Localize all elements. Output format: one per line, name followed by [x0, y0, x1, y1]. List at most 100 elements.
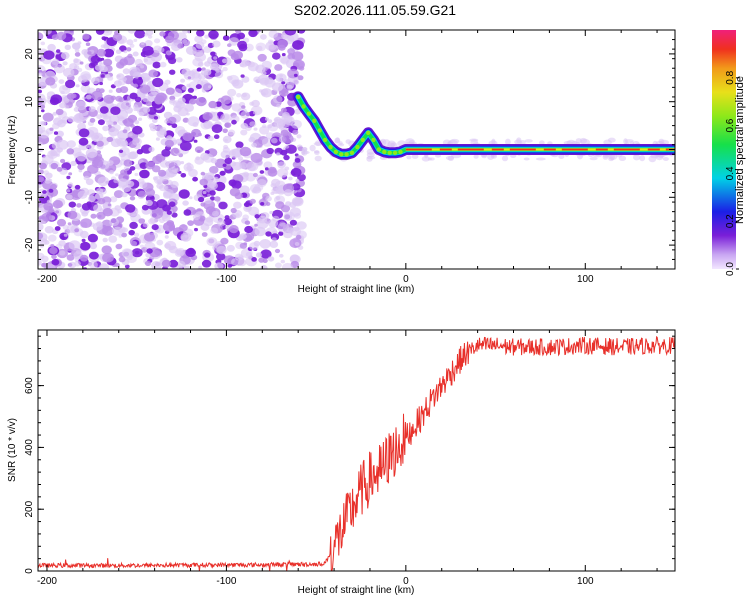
noise-blob	[182, 132, 193, 142]
noise-blob	[96, 48, 106, 57]
noise-blob	[288, 176, 293, 181]
noise-blob	[144, 232, 155, 242]
noise-blob	[141, 204, 149, 211]
noise-blob	[142, 45, 155, 56]
noise-blob	[254, 226, 266, 237]
ridge-point	[398, 149, 403, 155]
noise-blob	[214, 71, 224, 79]
noise-blob	[168, 259, 179, 268]
noise-blob	[78, 169, 83, 173]
noise-blob	[187, 220, 195, 227]
noise-blob	[129, 92, 138, 100]
noise-blob	[387, 140, 396, 148]
noise-blob	[89, 251, 99, 260]
noise-blob	[161, 149, 171, 157]
snr-plot-area	[38, 335, 675, 571]
noise-blob	[186, 165, 192, 171]
ridge-point	[306, 111, 312, 116]
noise-blob	[228, 37, 240, 46]
noise-blob	[166, 220, 175, 227]
noise-blob	[96, 140, 104, 147]
noise-blob	[268, 30, 279, 39]
noise-blob	[143, 106, 151, 113]
noise-blob	[82, 33, 90, 40]
noise-blob	[77, 122, 86, 131]
y-tick-label: 0	[24, 146, 35, 152]
noise-blob	[245, 251, 252, 257]
noise-blob	[91, 90, 103, 101]
noise-blob	[210, 51, 216, 56]
noise-blob	[177, 43, 184, 49]
noise-blob	[119, 146, 130, 156]
noise-blob	[41, 212, 52, 222]
noise-blob	[226, 244, 235, 252]
noise-blob	[267, 119, 273, 123]
noise-blob	[294, 242, 300, 246]
noise-blob	[38, 130, 50, 139]
noise-blob	[51, 58, 60, 66]
noise-blob	[153, 45, 162, 53]
noise-blob	[257, 179, 267, 187]
noise-blob	[253, 111, 257, 115]
noise-blob	[212, 210, 219, 217]
noise-blob	[60, 235, 66, 240]
noise-blob	[133, 71, 142, 79]
noise-blob	[249, 121, 257, 127]
y-tick-label: 400	[24, 439, 35, 456]
noise-blob	[48, 188, 54, 193]
noise-blob	[102, 252, 114, 263]
noise-blob	[257, 53, 267, 62]
noise-blob	[113, 190, 124, 199]
noise-blob	[267, 39, 274, 45]
noise-blob	[38, 259, 42, 266]
noise-blob	[110, 106, 121, 115]
noise-blob	[145, 161, 156, 170]
noise-blob	[297, 75, 304, 81]
noise-blob	[134, 30, 146, 39]
noise-blob	[140, 244, 144, 248]
noise-blob	[203, 120, 214, 129]
noise-blob	[194, 49, 204, 57]
noise-blob	[473, 154, 479, 159]
noise-blob	[88, 106, 96, 112]
noise-blob	[253, 76, 261, 83]
spectrogram-x-label: Height of straight line (km)	[298, 284, 415, 295]
noise-blob	[113, 178, 119, 184]
noise-blob	[81, 238, 86, 243]
noise-blob	[165, 87, 175, 95]
noise-blob	[174, 160, 182, 167]
noise-blob	[275, 73, 287, 83]
noise-blob	[186, 112, 190, 116]
noise-blob	[96, 188, 104, 194]
noise-blob	[77, 190, 88, 199]
noise-blob	[280, 129, 289, 137]
noise-blob	[115, 173, 119, 177]
noise-blob	[185, 265, 190, 269]
noise-blob	[238, 235, 245, 241]
noise-blob	[295, 234, 302, 240]
noise-blob	[241, 105, 246, 109]
noise-blob	[107, 203, 112, 207]
x-tick-label: -100	[216, 576, 236, 587]
noise-blob	[42, 190, 47, 194]
noise-blob	[106, 136, 114, 143]
noise-blob	[108, 89, 113, 93]
noise-blob	[111, 226, 124, 236]
noise-blob	[86, 189, 95, 196]
noise-blob	[42, 112, 54, 122]
noise-blob	[222, 66, 228, 72]
noise-blob	[294, 213, 302, 219]
noise-blob	[122, 119, 128, 124]
snr-series-line	[38, 335, 675, 571]
noise-blob	[314, 155, 322, 162]
noise-blob	[201, 232, 208, 237]
noise-blob	[118, 149, 124, 153]
noise-blob	[51, 142, 60, 150]
noise-blob	[56, 139, 69, 150]
noise-blob	[138, 218, 146, 224]
noise-blob	[195, 97, 207, 107]
noise-blob	[244, 225, 254, 234]
noise-blob	[262, 258, 268, 263]
noise-blob	[223, 218, 233, 226]
noise-blob	[271, 82, 284, 92]
